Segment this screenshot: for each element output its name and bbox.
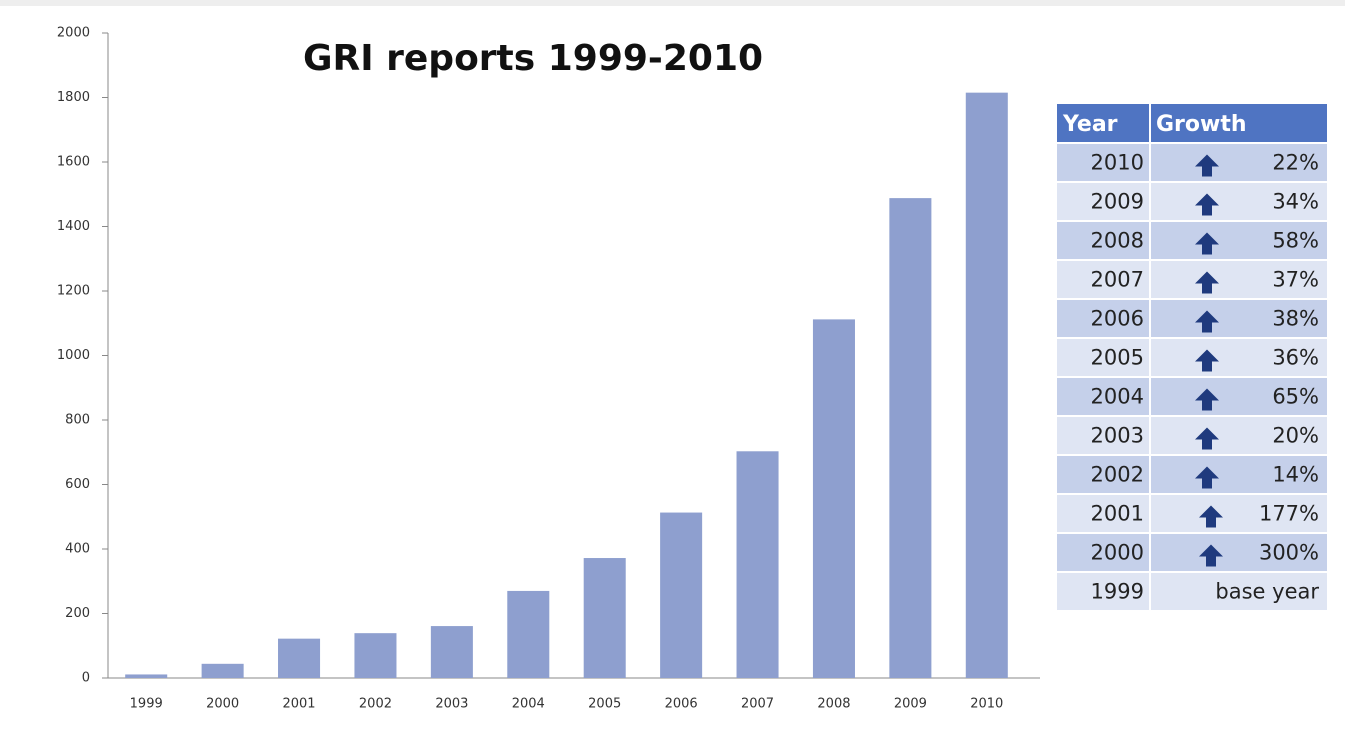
growth-cell: 65% bbox=[1272, 385, 1319, 409]
x-tick-label: 2000 bbox=[206, 697, 239, 712]
up-arrow bbox=[1195, 466, 1219, 489]
bar bbox=[583, 558, 626, 678]
year-cell: 2007 bbox=[1091, 268, 1144, 292]
growth-cell: 58% bbox=[1272, 229, 1319, 253]
year-cell: 2009 bbox=[1091, 190, 1144, 214]
up-arrow bbox=[1195, 271, 1219, 294]
growth-cell: 22% bbox=[1272, 151, 1319, 175]
growth-cell: base year bbox=[1215, 580, 1319, 604]
table-row-bg bbox=[1057, 495, 1327, 532]
table-row-bg bbox=[1057, 417, 1327, 454]
y-tick-label: 200 bbox=[65, 606, 90, 621]
x-tick-label: 2002 bbox=[359, 697, 392, 712]
table-row-bg bbox=[1057, 222, 1327, 259]
table-header: Growth bbox=[1156, 112, 1247, 137]
bar bbox=[430, 626, 473, 678]
x-tick-label: 2003 bbox=[435, 697, 468, 712]
plot: 0 200 400 600 800 1000 1200 1400 1600 1800 2000 199… bbox=[57, 26, 1040, 712]
y-tick-label: 1000 bbox=[57, 348, 90, 363]
year-cell: 2004 bbox=[1091, 385, 1144, 409]
up-arrow bbox=[1195, 232, 1219, 255]
year-cell: 2010 bbox=[1091, 151, 1144, 175]
year-cell: 2000 bbox=[1091, 541, 1144, 565]
up-arrow bbox=[1195, 310, 1219, 333]
bar bbox=[507, 590, 550, 678]
up-arrow bbox=[1195, 427, 1219, 450]
table-header: Year bbox=[1062, 112, 1118, 137]
growth-cell: 36% bbox=[1272, 346, 1319, 370]
growth-table: Year Growth 2010 22% 2009 34% 2008 58% 2007 37% 20… bbox=[1057, 104, 1327, 610]
table-row-bg bbox=[1057, 300, 1327, 337]
table-row-bg bbox=[1057, 339, 1327, 376]
growth-cell: 34% bbox=[1272, 190, 1319, 214]
table-row-bg bbox=[1057, 573, 1327, 610]
table-row-bg bbox=[1057, 456, 1327, 493]
year-cell: 2005 bbox=[1091, 346, 1144, 370]
table-row-bg bbox=[1057, 261, 1327, 298]
bar bbox=[354, 633, 397, 678]
y-tick-label: 400 bbox=[65, 542, 90, 557]
growth-cell: 20% bbox=[1272, 424, 1319, 448]
up-arrow bbox=[1195, 388, 1219, 411]
y-tick-label: 0 bbox=[82, 671, 90, 686]
up-arrow bbox=[1195, 349, 1219, 372]
table-row-bg bbox=[1057, 378, 1327, 415]
x-tick-label: 2010 bbox=[970, 697, 1003, 712]
growth-cell: 300% bbox=[1259, 541, 1319, 565]
x-tick-label: 2007 bbox=[741, 697, 774, 712]
table-row-bg bbox=[1057, 144, 1327, 181]
year-cell: 2006 bbox=[1091, 307, 1144, 331]
up-arrow bbox=[1199, 544, 1223, 567]
bar bbox=[812, 319, 855, 678]
x-tick-label: 2004 bbox=[512, 697, 545, 712]
y-tick-label: 1400 bbox=[57, 219, 90, 234]
growth-cell: 177% bbox=[1259, 502, 1319, 526]
chart-title: GRI reports 1999-2010 bbox=[303, 38, 763, 79]
bar bbox=[889, 198, 932, 678]
up-arrow bbox=[1199, 505, 1223, 528]
table-row-bg bbox=[1057, 534, 1327, 571]
y-tick-label: 1800 bbox=[57, 90, 90, 105]
x-tick-label: 2006 bbox=[665, 697, 698, 712]
bar bbox=[201, 663, 244, 678]
growth-cell: 37% bbox=[1272, 268, 1319, 292]
bar bbox=[736, 451, 779, 678]
table-row-bg bbox=[1057, 183, 1327, 220]
x-tick-label: 2008 bbox=[817, 697, 850, 712]
y-tick-label: 600 bbox=[65, 477, 90, 492]
y-tick-label: 1600 bbox=[57, 155, 90, 170]
x-tick-label: 2001 bbox=[282, 697, 315, 712]
year-cell: 1999 bbox=[1091, 580, 1144, 604]
growth-cell: 14% bbox=[1272, 463, 1319, 487]
x-tick-label: 1999 bbox=[130, 697, 163, 712]
growth-cell: 38% bbox=[1272, 307, 1319, 331]
bar bbox=[965, 92, 1008, 679]
year-cell: 2003 bbox=[1091, 424, 1144, 448]
y-tick-label: 1200 bbox=[57, 284, 90, 299]
up-arrow bbox=[1195, 154, 1219, 177]
y-tick-label: 2000 bbox=[57, 26, 90, 41]
x-tick-label: 2009 bbox=[894, 697, 927, 712]
bar bbox=[125, 674, 168, 678]
up-arrow bbox=[1195, 193, 1219, 216]
bar bbox=[660, 512, 703, 678]
bar bbox=[278, 638, 321, 678]
top-border bbox=[0, 0, 1345, 6]
table-header-bg bbox=[1057, 104, 1327, 142]
year-cell: 2001 bbox=[1091, 502, 1144, 526]
y-tick-label: 800 bbox=[65, 413, 90, 428]
x-tick-label: 2005 bbox=[588, 697, 621, 712]
year-cell: 2008 bbox=[1091, 229, 1144, 253]
year-cell: 2002 bbox=[1091, 463, 1144, 487]
